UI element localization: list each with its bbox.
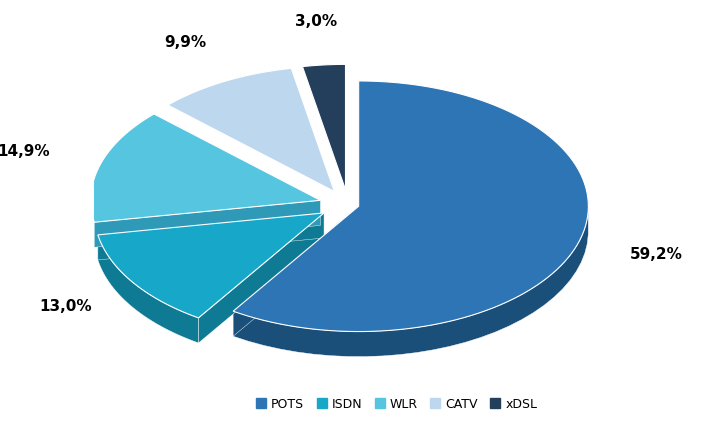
Text: 13,0%: 13,0% [39,299,91,314]
Polygon shape [302,64,345,190]
Legend: POTS, ISDN, WLR, CATV, xDSL: POTS, ISDN, WLR, CATV, xDSL [251,393,542,416]
Polygon shape [233,81,588,331]
Polygon shape [233,206,359,336]
Polygon shape [91,201,94,248]
Text: 59,2%: 59,2% [629,247,683,262]
Polygon shape [233,209,588,357]
Polygon shape [98,213,324,260]
Text: 3,0%: 3,0% [295,14,337,29]
Polygon shape [98,235,198,343]
Polygon shape [198,213,324,343]
Polygon shape [168,68,335,191]
Polygon shape [98,213,324,318]
Polygon shape [94,200,321,248]
Text: 14,9%: 14,9% [0,144,50,159]
Text: 9,9%: 9,9% [165,35,207,50]
Polygon shape [91,114,321,222]
